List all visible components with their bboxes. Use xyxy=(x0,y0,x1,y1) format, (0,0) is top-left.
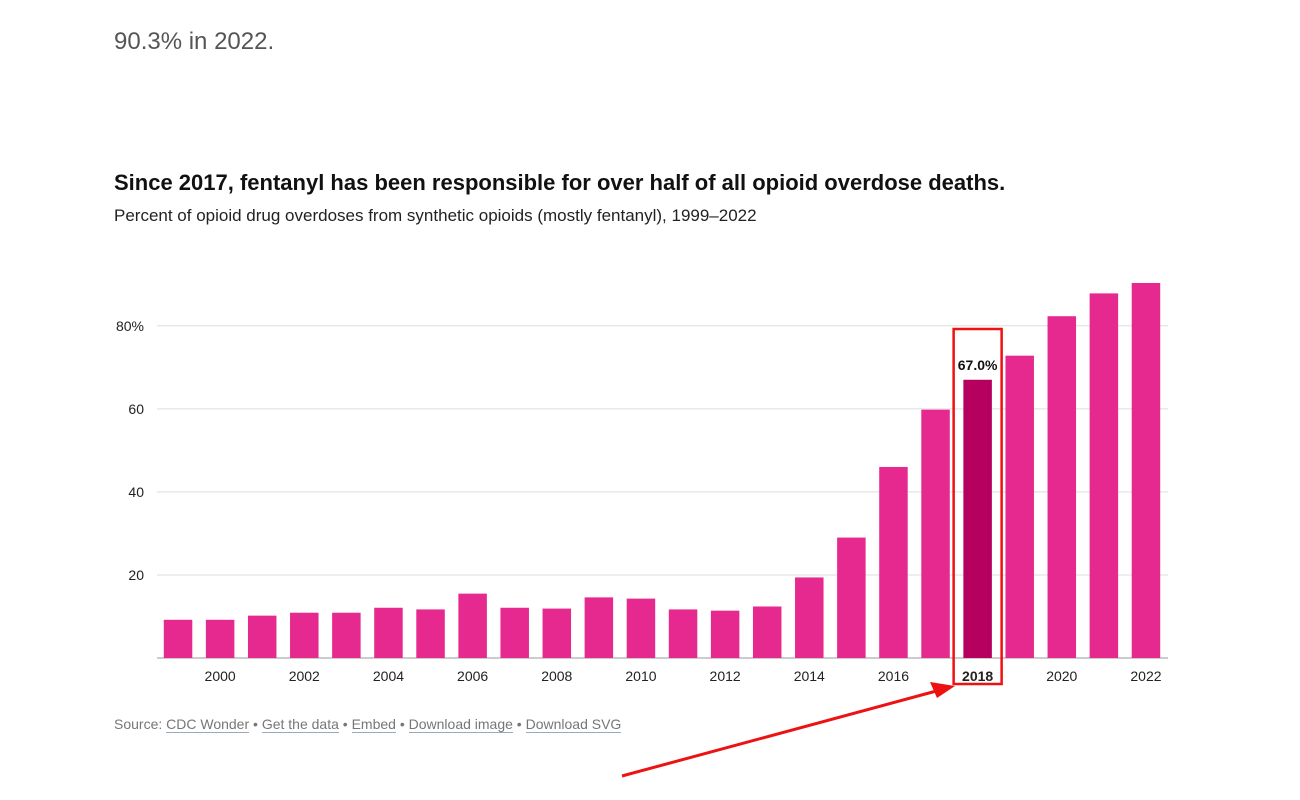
intro-text: 90.3% in 2022. xyxy=(114,28,275,55)
download-image-link[interactable]: Download image xyxy=(408,716,513,733)
bar-2007 xyxy=(500,607,529,658)
x-tick-label: 2018 xyxy=(962,668,993,684)
x-tick-label: 2014 xyxy=(794,668,825,684)
cdc-wonder-link[interactable]: CDC Wonder xyxy=(166,716,250,733)
bar-2003 xyxy=(332,612,361,658)
x-tick-label: 2016 xyxy=(878,668,909,684)
x-tick-label: 2006 xyxy=(457,668,488,684)
bar-2005 xyxy=(416,609,445,658)
bar-2015 xyxy=(837,537,866,658)
separator: • xyxy=(249,716,262,732)
bar-2004 xyxy=(374,607,403,658)
bar-2000 xyxy=(205,619,235,658)
x-tick-label: 2002 xyxy=(289,668,320,684)
bar-2017 xyxy=(921,409,950,658)
bar-2019 xyxy=(1005,355,1034,658)
x-tick-label: 2020 xyxy=(1046,668,1077,684)
y-tick-label: 20 xyxy=(128,567,144,583)
chart-subtitle: Percent of opioid drug overdoses from sy… xyxy=(114,206,757,225)
bar-1999 xyxy=(163,619,193,658)
bar-2008 xyxy=(542,608,572,658)
source-label: Source: xyxy=(114,716,167,732)
bar-2002 xyxy=(290,612,319,658)
bar-2014 xyxy=(795,577,824,658)
x-tick-label: 2008 xyxy=(541,668,572,684)
bar-2020 xyxy=(1047,316,1077,658)
annotation-arrow-head xyxy=(930,682,955,698)
x-tick-label: 2010 xyxy=(625,668,656,684)
bar-2010 xyxy=(626,598,656,658)
separator: • xyxy=(338,716,352,732)
download-svg-link[interactable]: Download SVG xyxy=(525,716,622,733)
x-tick-label: 2004 xyxy=(373,668,404,684)
bar-2013 xyxy=(752,606,782,658)
highlight-annotation-box xyxy=(952,327,1003,686)
bar-2012 xyxy=(710,610,740,658)
embed-link[interactable]: Embed xyxy=(351,716,396,733)
annotation-arrow-line xyxy=(621,688,941,778)
y-tick-label: 40 xyxy=(128,484,144,500)
bar-2009 xyxy=(584,597,614,658)
separator: • xyxy=(395,716,409,732)
bar-2021 xyxy=(1089,293,1119,658)
bar-2006 xyxy=(458,593,487,658)
x-tick-label: 2000 xyxy=(205,668,236,684)
source-line: Source: CDC Wonder • Get the data • Embe… xyxy=(114,716,622,733)
y-tick-label: 60 xyxy=(128,401,144,417)
bar-2001 xyxy=(247,615,277,658)
x-tick-label: 2022 xyxy=(1130,668,1161,684)
highlight-value-label: 67.0% xyxy=(958,357,998,373)
y-tick-label: 80% xyxy=(116,318,144,334)
bar-2016 xyxy=(879,466,908,658)
chart-title: Since 2017, fentanyl has been responsibl… xyxy=(114,170,1006,195)
x-tick-label: 2012 xyxy=(710,668,741,684)
bar-2022 xyxy=(1131,283,1161,658)
separator: • xyxy=(512,716,526,732)
bar-2018 xyxy=(963,379,992,658)
bar-2011 xyxy=(668,609,698,658)
get-data-link[interactable]: Get the data xyxy=(261,716,339,733)
